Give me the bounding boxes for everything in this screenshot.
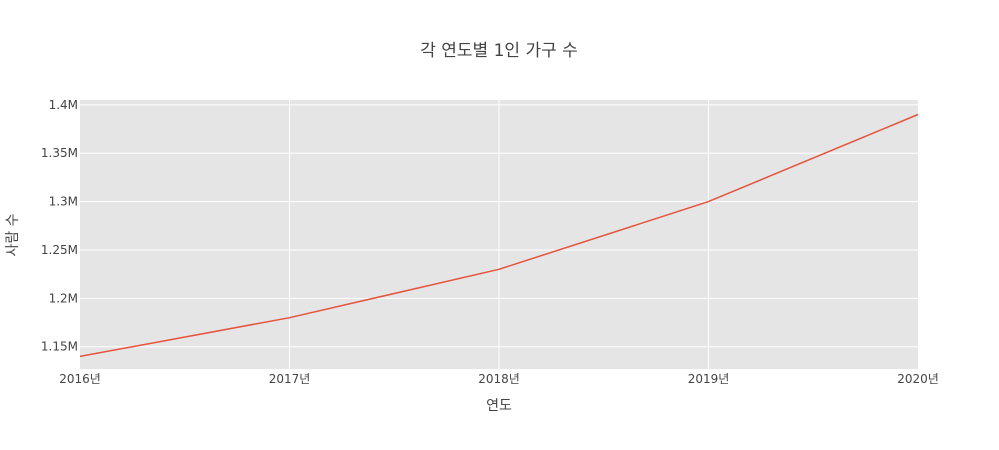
series-line [79, 113, 919, 358]
y-tick-label: 1.2M [49, 291, 78, 305]
y-tick-label: 1.35M [41, 146, 78, 160]
y-tick-label: 1.25M [41, 243, 78, 257]
y-tick-label: 1.15M [41, 340, 78, 354]
x-axis-title: 연도 [486, 398, 512, 414]
x-tick-label: 2018년 [478, 372, 520, 386]
x-tick-labels: 2016년 2017년 2018년 2019년 2020년 [59, 372, 939, 386]
x-gridlines [289, 100, 709, 369]
y-tick-label: 1.4M [49, 98, 78, 112]
chart-title: 각 연도별 1인 가구 수 [420, 41, 578, 61]
y-tick-label: 1.3M [49, 195, 78, 209]
y-tick-labels: 1.15M 1.2M 1.25M 1.3M 1.35M 1.4M [41, 98, 78, 354]
x-tick-label: 2019년 [688, 372, 730, 386]
x-tick-label: 2017년 [269, 372, 311, 386]
x-tick-label: 2020년 [897, 372, 939, 386]
y-axis-title: 사람 수 [5, 213, 21, 256]
x-tick-label: 2016년 [59, 372, 101, 386]
